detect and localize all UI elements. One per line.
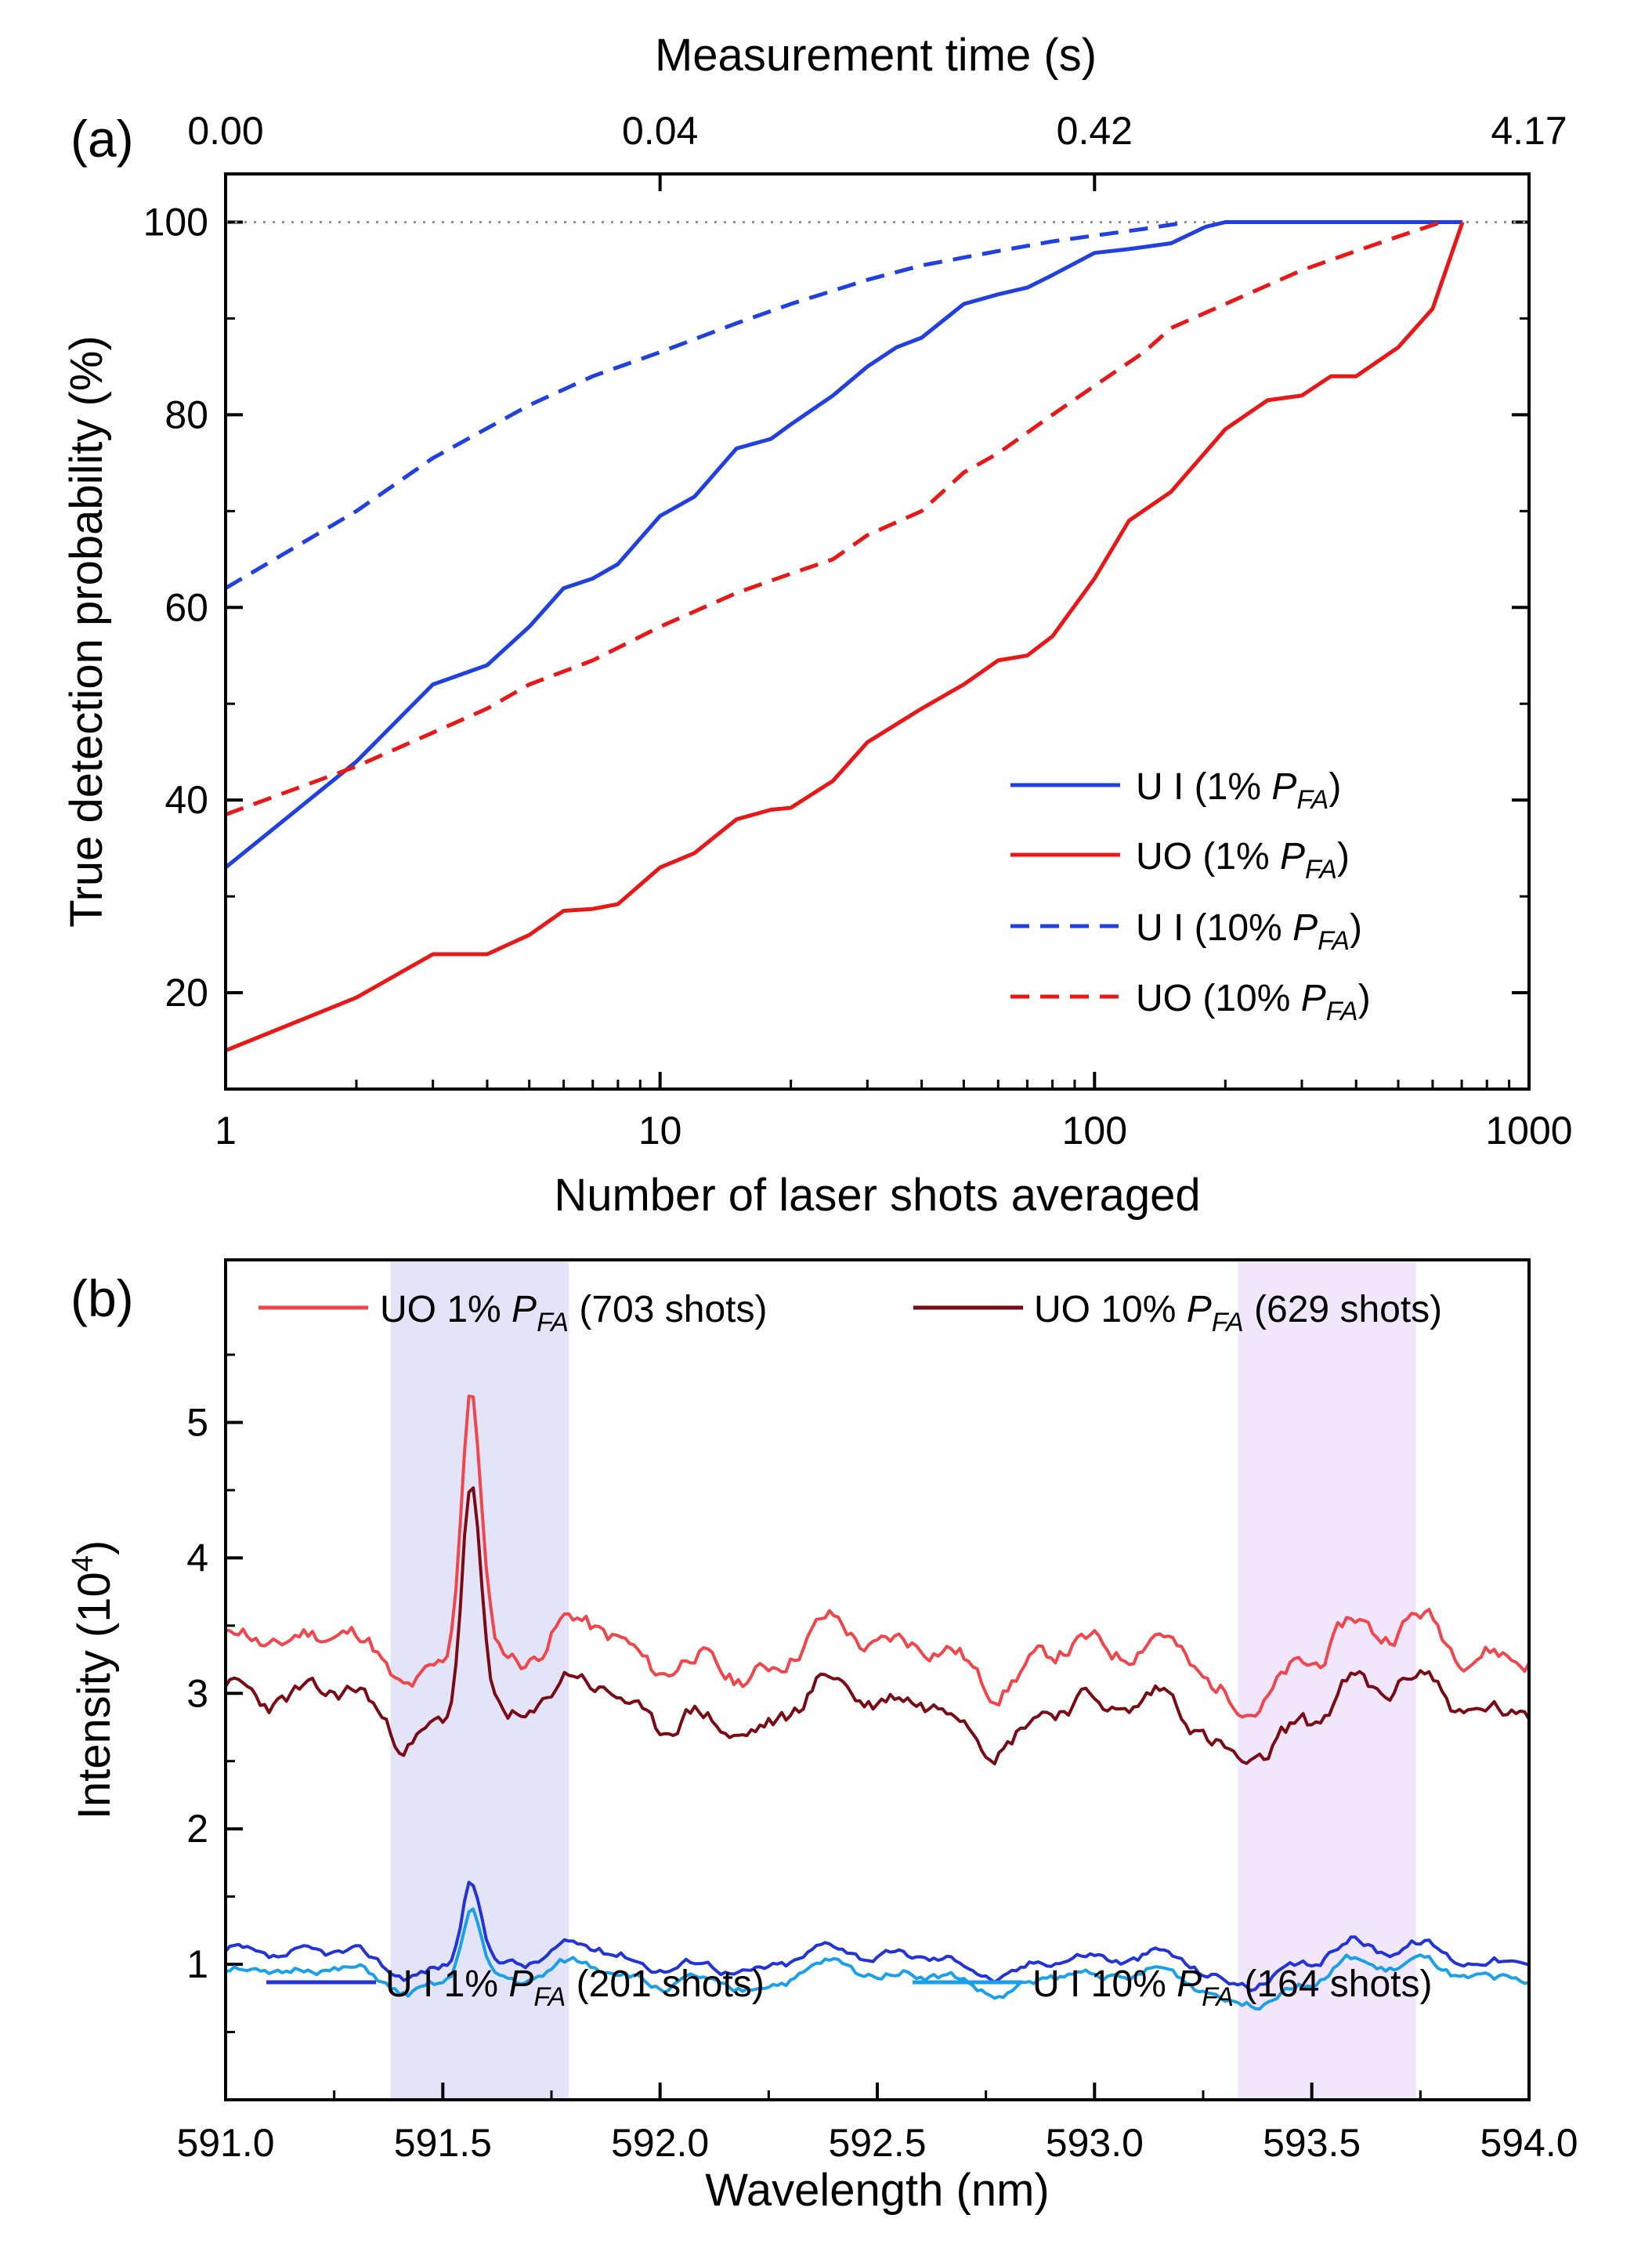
- panel-a-top-tick-label: 0.04: [622, 109, 698, 153]
- panel-b-y-tick-label: 3: [186, 1671, 208, 1715]
- panel-a-top-tick-label: 0.00: [187, 109, 263, 153]
- legend-label-uo-10pct-629: UO 10% PFA (629 shots): [1034, 1289, 1442, 1337]
- legend-label-ui-10pct-164: U I 10% PFA (164 shots): [1032, 1963, 1432, 2012]
- panel-a-series-u-i-1-p-fa: [224, 220, 1463, 870]
- panel-b-legend: UO 1% PFA (703 shots) UO 10% PFA (629 sh…: [258, 1289, 1442, 2012]
- panel-b-x-tick-label: 591.5: [394, 2121, 492, 2165]
- legend-label-uo-1pct-703: UO 1% PFA (703 shots): [380, 1289, 767, 1337]
- panel-b: (b) 591.0 591.5 592.0 592.5 593.0 593.5 594.0 1…: [67, 1258, 1578, 2216]
- panel-a-tick-labels: 1 10 100 1000 0.00 0.04 0.42 4.17 20 40 60 80 100: [143, 109, 1573, 1153]
- panel-a-series: [224, 220, 1465, 1053]
- panel-a-top-axis-title: Measurement time (s): [655, 30, 1097, 81]
- panel-b-series-u-i-1-p-fa-201-shots: [224, 1880, 1530, 1992]
- panel-b-label: (b): [70, 1269, 134, 1327]
- panel-a-x-tick-label: 10: [638, 1109, 682, 1153]
- panel-b-x-tick-label: 592.0: [611, 2121, 709, 2165]
- panel-a-label: (a): [70, 110, 134, 168]
- panel-b-highlight-bands: [390, 1260, 1416, 2100]
- panel-a-y-tick-label: 20: [164, 971, 208, 1015]
- panel-b-x-tick-label: 592.5: [828, 2121, 926, 2165]
- panel-a-plot-frame: [224, 172, 1531, 1091]
- panel-a-x-tick-label: 1000: [1485, 1109, 1572, 1153]
- panel-a: Measurement time (s) (a) 1 10 100 1000 0.00 0…: [61, 30, 1573, 1221]
- panel-b-series-uo-10-p-fa-629-shots: [224, 1486, 1531, 1766]
- legend-label-ui-10pct: U I (10% PFA): [1136, 907, 1362, 956]
- panel-b-x-tick-label: 594.0: [1480, 2121, 1578, 2165]
- panel-a-y-tick-label: 100: [143, 200, 208, 244]
- panel-a-x-axis-title: Number of laser shots averaged: [554, 1170, 1200, 1221]
- panel-b-series-uo-1-p-fa-703-shots: [225, 1394, 1531, 1719]
- panel-a-x-tick-label: 100: [1062, 1109, 1127, 1153]
- panel-b-y-tick-label: 5: [186, 1400, 208, 1444]
- panel-b-x-tick-label: 591.0: [176, 2121, 274, 2165]
- panel-b-y-axis-title: Intensity (104): [67, 1540, 120, 1819]
- panel-b-series-u-i-10-p-fa-164-shots: [225, 1907, 1530, 2011]
- panel-b-series: [224, 1394, 1531, 2011]
- legend-label-uo-10pct: UO (10% PFA): [1136, 978, 1371, 1026]
- panel-b-x-tick-label: 593.0: [1046, 2121, 1144, 2165]
- panel-b-highlight-band-2: [1238, 1260, 1416, 2100]
- panel-a-series-u-i-10-p-fa: [224, 220, 1188, 590]
- panel-b-tick-labels: 591.0 591.5 592.0 592.5 593.0 593.5 594.0 1 2 3 4 5: [176, 1400, 1578, 2165]
- panel-b-y-tick-label: 1: [186, 1942, 208, 1986]
- panel-a-y-tick-label: 40: [164, 778, 208, 822]
- panel-a-series-uo-1-p-fa: [225, 221, 1465, 1053]
- panel-a-top-tick-label: 4.17: [1491, 109, 1567, 153]
- panel-a-top-tick-label: 0.42: [1057, 109, 1133, 153]
- panel-a-legend: U I (1% PFA) UO (1% PFA) U I (10% PFA) U…: [1010, 766, 1371, 1026]
- legend-label-uo-1pct: UO (1% PFA): [1136, 836, 1350, 885]
- legend-label-ui-1pct-201: U I 1% PFA (201 shots): [385, 1963, 765, 2012]
- panel-a-y-tick-label: 60: [164, 585, 208, 629]
- panel-a-x-tick-label: 1: [215, 1109, 237, 1153]
- panel-b-plot-frame: [224, 1258, 1531, 2101]
- panel-a-y-tick-label: 80: [164, 393, 208, 436]
- legend-label-ui-1pct: U I (1% PFA): [1136, 766, 1341, 815]
- panel-a-y-axis-title: True detection probability (%): [61, 335, 112, 927]
- panel-b-x-axis-title: Wavelength (nm): [705, 2165, 1049, 2216]
- panel-b-y-tick-label: 2: [186, 1807, 208, 1851]
- panel-a-series-uo-10-p-fa: [225, 220, 1443, 816]
- panel-b-y-tick-label: 4: [186, 1536, 208, 1580]
- panel-b-x-tick-label: 593.5: [1263, 2121, 1361, 2165]
